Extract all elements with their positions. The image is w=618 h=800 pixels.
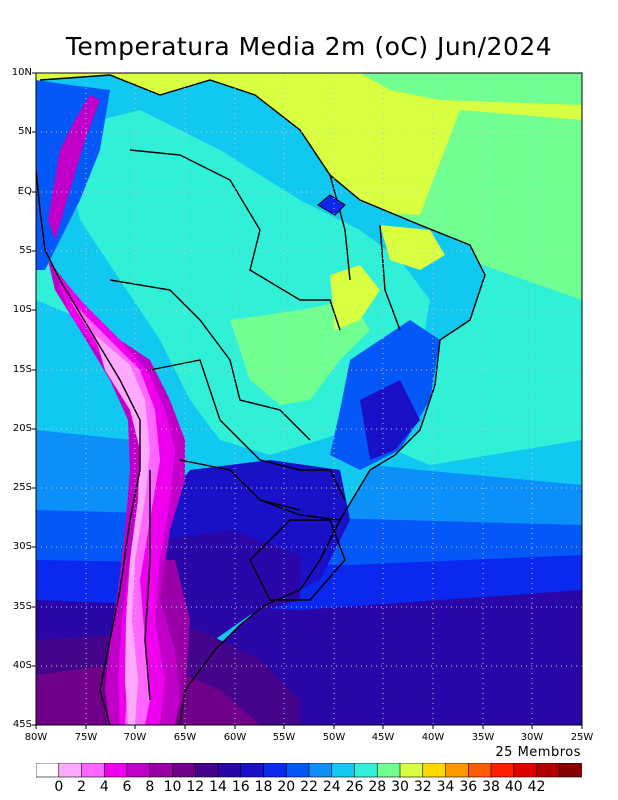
colorbar-swatch (126, 763, 151, 778)
colorbar-swatch (331, 763, 356, 778)
colorbar-tick-label: 14 (209, 779, 227, 795)
colorbar (36, 763, 582, 778)
colorbar-tick-label: 0 (54, 779, 64, 795)
colorbar-tick-label: 8 (145, 779, 155, 795)
colorbar-swatch (285, 763, 310, 778)
colorbar-tick-label: 30 (391, 779, 409, 795)
lat-label-15s: 15S (12, 364, 32, 375)
map-frame (35, 72, 583, 726)
lon-label-25w: 25W (570, 732, 594, 743)
field-interior-26 (60, 110, 430, 455)
colorbar-tick-label: 32 (413, 779, 432, 795)
colorbar-swatch (263, 763, 287, 778)
colorbar-tick-label: 38 (482, 779, 500, 795)
lon-label-30w: 30W (520, 732, 544, 743)
axis-ticks (32, 72, 583, 729)
lon-label-50w: 50W (322, 732, 346, 743)
lat-label-10n: 10N (11, 67, 32, 78)
colorbar-swatch (172, 763, 196, 778)
colorbar-swatch (194, 763, 219, 778)
colorbar-swatch (558, 763, 582, 778)
band-ocean-north-b (360, 73, 582, 105)
colorbar-tick-label: 10 (163, 779, 182, 795)
colorbar-swatch (536, 763, 560, 778)
colorbar-swatch (422, 763, 447, 778)
colorbar-tick-label: 18 (254, 779, 273, 795)
field-southeast-18 (360, 380, 420, 460)
colorbar-swatch (149, 763, 174, 778)
lat-label-5s: 5S (19, 245, 32, 256)
colorbar-swatch (81, 763, 105, 778)
colorbar-swatch (376, 763, 401, 778)
colorbar-tick-label: 42 (527, 779, 546, 795)
lon-label-55w: 55W (272, 732, 296, 743)
colorbar-tick-label: 40 (504, 779, 523, 795)
colorbar-tick-label: 6 (122, 779, 132, 795)
lat-label-eq: EQ (17, 186, 32, 197)
marajo-island (317, 194, 346, 216)
colorbar-tick-label: 28 (368, 779, 387, 795)
lon-label-45w: 45W (371, 732, 395, 743)
colorbar-tick-label: 22 (300, 779, 318, 795)
colorbar-swatch (36, 763, 60, 778)
colorbar-tick-label: 2 (77, 779, 86, 795)
colorbar-swatch (354, 763, 378, 778)
lat-label-25s: 25S (12, 482, 32, 493)
lon-label-70w: 70W (123, 732, 147, 743)
colorbar-swatch (467, 763, 492, 778)
colorbar-tick-label: 20 (277, 779, 296, 795)
colorbar-swatch (240, 763, 265, 778)
lat-label-30s: 30S (12, 541, 32, 552)
lon-label-40w: 40W (421, 732, 445, 743)
grid-lines (36, 73, 582, 725)
colorbar-swatch (58, 763, 83, 778)
lat-label-20s: 20S (12, 423, 32, 434)
country-borders (36, 74, 486, 725)
lat-label-10s: 10S (12, 304, 32, 315)
colorbar-tick-label: 16 (231, 779, 250, 795)
field-interior-30b (380, 225, 445, 270)
lon-label-60w: 60W (223, 732, 247, 743)
lat-label-40s: 40S (12, 660, 32, 671)
colorbar-tick-label: 34 (436, 779, 455, 795)
lon-label-65w: 65W (173, 732, 197, 743)
colorbar-tick-label: 26 (345, 779, 364, 795)
andes-north-cold (48, 95, 100, 240)
colorbar-swatch (308, 763, 333, 778)
colorbar-swatch (490, 763, 515, 778)
colorbar-tick-label: 12 (186, 779, 205, 795)
lon-label-75w: 75W (74, 732, 98, 743)
colorbar-swatch (399, 763, 424, 778)
colorbar-swatch (103, 763, 128, 778)
lat-label-35s: 35S (12, 601, 32, 612)
lon-label-80w: 80W (24, 732, 48, 743)
field-interior-30 (330, 265, 380, 330)
andes-0 (95, 335, 150, 725)
lat-label-45s: 45S (12, 719, 32, 730)
colorbar-tick-label: 24 (322, 779, 341, 795)
colorbar-swatch (217, 763, 242, 778)
colorbar-tick-label: 4 (99, 779, 109, 795)
lat-label-5n: 5N (18, 126, 32, 137)
lon-label-35w: 35W (471, 732, 495, 743)
colorbar-swatch (445, 763, 469, 778)
members-label: 25 Membros (495, 745, 581, 760)
colorbar-swatch (513, 763, 538, 778)
map-title: Temperatura Media 2m (oC) Jun/2024 (65, 32, 553, 61)
colorbar-tick-label: 36 (459, 779, 478, 795)
